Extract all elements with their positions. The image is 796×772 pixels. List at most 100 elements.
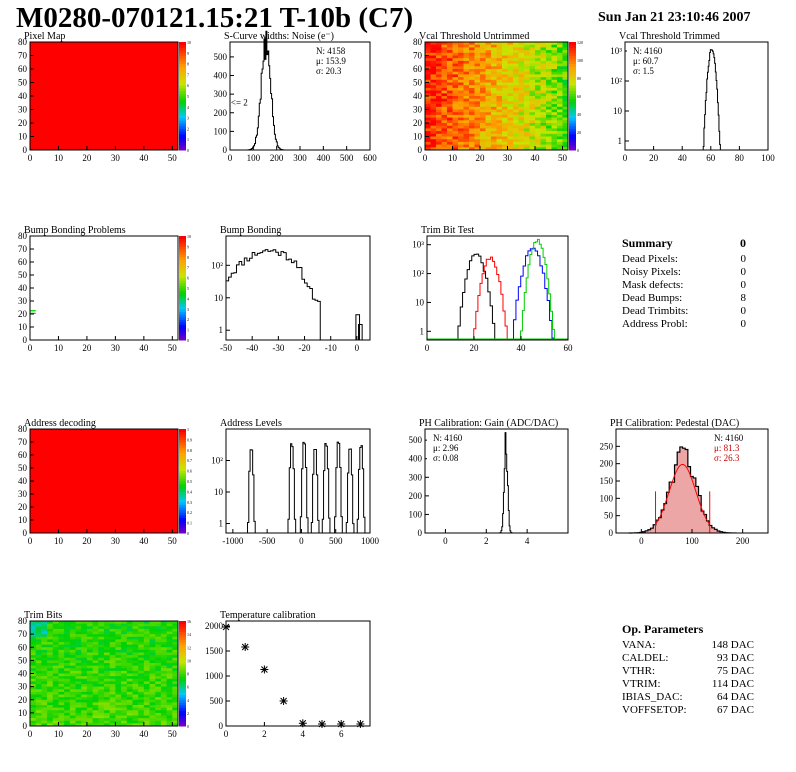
heatmap-cell [160,702,168,706]
heatmap-cell [109,681,116,685]
heatmap-cell [540,106,547,110]
heatmap-cell [529,44,536,48]
heatmap-cell [546,114,552,118]
heatmap-cell [30,699,37,703]
heatmap-cell [463,120,470,124]
histogram [628,446,737,534]
heatmap-cell [160,652,168,656]
heatmap-cell [502,147,508,151]
heatmap-cell [166,639,173,643]
heatmap-cell [562,79,569,83]
heatmap-cell [52,639,59,643]
heatmap-cell [138,712,145,716]
heatmap-cell [463,133,470,137]
heatmap-cell [441,74,448,78]
stats-box [310,44,368,78]
heatmap-cell [529,77,536,81]
heatmap-cell [126,673,133,677]
z-scale-segment [179,522,186,526]
heatmap-cell [535,139,541,143]
z-scale-segment [179,488,186,492]
heatmap-cell [507,133,514,137]
heatmap-cell [546,79,552,83]
z-scale-segment [569,52,576,56]
heatmap-cell [47,723,54,727]
heatmap-cell [557,60,563,64]
heatmap-cell [52,723,59,727]
heatmap-cell [132,718,139,722]
stats-box [627,44,685,78]
heatmap-cell [149,649,156,653]
heatmap-cell [513,133,519,137]
heatmap-cell [546,60,552,64]
heatmap-cell [469,101,475,105]
heatmap-cell [535,131,541,135]
heatmap-cell [546,128,552,132]
heatmap-cell [551,133,558,137]
heatmap-cell [540,85,547,89]
heatmap-cell [463,66,470,70]
heatmap-cell [92,702,99,706]
heatmap-cell [41,697,48,701]
heatmap-cell [155,623,162,627]
heatmap-cell [104,647,111,651]
heatmap-cell [441,106,448,110]
heatmap-cell [126,686,133,690]
z-tick-label: 14 [187,632,191,637]
z-tick-label: 10 [187,658,191,663]
heatmap-cell [557,104,563,108]
heatmap-cell [121,694,128,698]
heatmap-cell [557,106,563,110]
z-tick-label: 1 [187,427,189,432]
z-scale-segment [179,50,186,54]
heatmap-cell [447,42,453,46]
heatmap-cell [166,720,173,724]
heatmap-cell [562,123,569,127]
x-tick-label: 20 [649,153,659,163]
heatmap-cell [41,673,48,677]
heatmap-cell [30,642,37,646]
heatmap-cell [474,125,481,129]
heatmap-cell [64,710,71,714]
heatmap-cell [425,101,431,105]
heatmap-cell [502,60,508,64]
heatmap-cell [132,686,139,690]
heatmap-cell [491,74,497,78]
heatmap-cell [447,120,453,124]
heatmap-cell [98,691,105,695]
heatmap-cell [172,644,179,648]
heatmap-cell [172,699,179,703]
heatmap-cell [441,63,448,67]
heatmap-cell [447,133,453,137]
heatmap-cell [30,702,37,706]
heatmap-cell [160,623,168,627]
heatmap-cell [474,131,481,135]
z-scale-segment [569,131,576,135]
heatmap-cell [458,96,464,100]
heatmap-cell [75,668,82,672]
heatmap-cell [92,657,99,661]
heatmap-cell [452,104,459,108]
heatmap-cell [104,705,111,709]
heatmap-cell [485,125,492,129]
heatmap-cell [436,144,442,148]
heatmap-cell [166,631,173,635]
heatmap-cell [47,705,54,709]
heatmap-cell [35,710,42,714]
heatmap-cell [546,58,552,62]
heatmap-cell [425,50,431,54]
heatmap-cell [58,663,65,667]
heatmap-cell [98,634,105,638]
heatmap-cell [132,702,139,706]
heatmap-cell [491,104,497,108]
heatmap-cell [172,655,179,659]
heatmap-cell [47,694,54,698]
heatmap-cell [546,109,552,113]
heatmap-cell [546,71,552,75]
z-tick-label: 4 [187,698,189,703]
z-scale-segment [179,705,186,709]
heatmap-cell [30,660,37,664]
heatmap-cell [52,670,59,674]
heatmap-cell [64,705,71,709]
heatmap-cell [441,144,448,148]
